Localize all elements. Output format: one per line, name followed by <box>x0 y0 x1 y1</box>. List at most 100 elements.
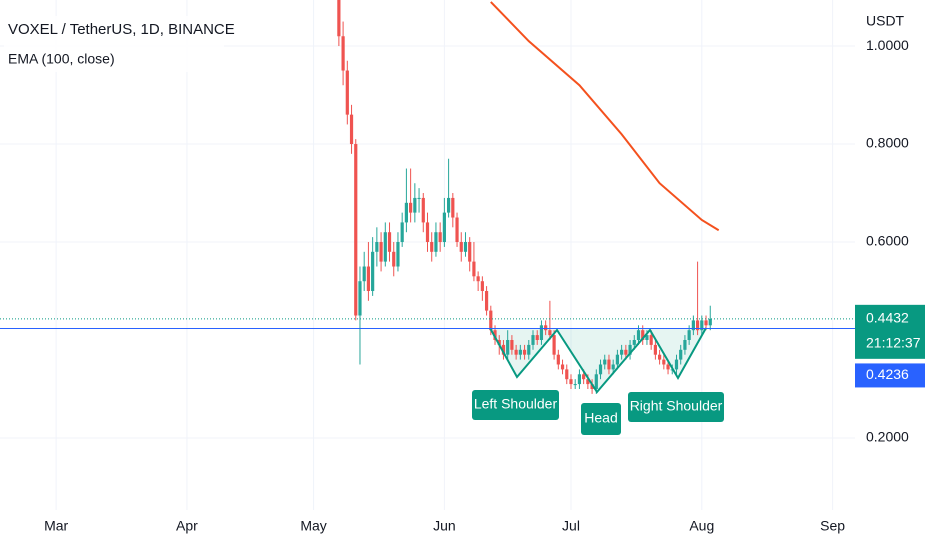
pattern-fill <box>490 328 706 392</box>
candle-body <box>662 359 666 365</box>
candle-body <box>387 232 392 252</box>
candle-body <box>400 222 404 243</box>
annotation-label: Left Shoulder <box>474 396 558 412</box>
candle-body <box>607 359 611 370</box>
y-tick-label: 0.2000 <box>866 429 909 445</box>
candle-body <box>375 242 379 252</box>
candle-body <box>425 222 430 243</box>
candle-body <box>489 310 493 331</box>
candle-body <box>404 202 408 223</box>
candle-body <box>544 325 548 331</box>
candle-body <box>434 232 438 252</box>
candle-body <box>594 374 598 389</box>
legend-bg <box>4 16 224 72</box>
candle-body <box>611 364 615 370</box>
candle-body <box>653 344 657 355</box>
annotation-label: Right Shoulder <box>630 398 723 414</box>
candle-body <box>501 344 506 355</box>
x-tick-label: Mar <box>44 518 68 534</box>
candle-body <box>695 320 700 331</box>
candle-body <box>679 349 683 360</box>
candle-body <box>379 242 383 262</box>
x-tick-label: Jul <box>562 518 580 534</box>
candle-body <box>472 261 476 277</box>
candle-body <box>691 320 695 331</box>
annotation: Left Shoulder Head Right Shoulder <box>472 390 724 435</box>
candle-body <box>354 144 358 316</box>
candle-body <box>598 364 603 375</box>
y-tick-label: 0.6000 <box>866 233 909 249</box>
candle-body <box>636 330 641 340</box>
candle-body <box>438 232 442 243</box>
candle-body <box>392 251 396 267</box>
candle-body <box>704 320 708 326</box>
candle-body <box>484 291 489 311</box>
candle-body <box>615 354 620 365</box>
ema-line <box>490 1 720 232</box>
candle-body <box>708 318 712 326</box>
candle-body <box>476 276 480 282</box>
candle-body <box>383 232 387 262</box>
candle-body <box>510 340 514 350</box>
candle-body <box>641 330 645 340</box>
price-tag <box>855 363 925 388</box>
annotation-label: Head <box>584 410 617 426</box>
candle-body <box>590 384 594 389</box>
price-tag <box>855 304 925 359</box>
x-tick-label: May <box>300 518 326 534</box>
candle-body <box>451 197 455 218</box>
candle-body <box>548 330 552 336</box>
candle-body <box>468 242 472 262</box>
candle-body <box>658 354 662 360</box>
x-tick-label: Sep <box>820 518 845 534</box>
annotation-box <box>581 403 621 435</box>
chart-title: VOXEL / TetherUS, 1D, BINANCE <box>8 21 235 38</box>
annotation-box <box>472 390 559 420</box>
annotation-box <box>628 392 724 422</box>
candle-body <box>463 242 468 252</box>
candle-body <box>577 374 582 385</box>
candle-body <box>518 349 522 355</box>
x-tick-label: Apr <box>176 518 198 534</box>
y-tick-label: 0.8000 <box>866 135 909 151</box>
candle-body <box>409 202 413 213</box>
price-tag-label: 0.4236 <box>866 366 909 382</box>
candle-body <box>620 349 624 355</box>
candle-body <box>396 242 400 267</box>
candle-body <box>527 344 531 355</box>
candle-body <box>586 379 590 385</box>
candle-body <box>683 340 687 350</box>
candle-body <box>632 340 636 345</box>
candle-body <box>522 349 527 355</box>
candle-body <box>366 266 371 292</box>
candle-body <box>506 340 510 355</box>
candle-body <box>645 335 649 340</box>
candle-body <box>603 359 607 365</box>
candle-body <box>421 197 425 223</box>
candle-body <box>442 212 446 243</box>
y-tick-label: 1.0000 <box>866 37 909 53</box>
candle-body <box>569 379 573 385</box>
x-tick-label: Jun <box>433 518 456 534</box>
candle-body <box>430 242 434 252</box>
countdown-label: 21:12:37 <box>866 335 921 351</box>
candle-body <box>565 369 569 380</box>
candle-body <box>674 359 679 370</box>
candle-body <box>539 325 544 340</box>
y-axis-label: USDT <box>866 13 905 29</box>
candle-body <box>687 330 691 340</box>
candle-body <box>556 354 560 365</box>
grid <box>0 0 855 510</box>
candle-body <box>497 340 501 345</box>
candle-body <box>459 242 463 252</box>
candle-body <box>700 320 704 331</box>
candle-body <box>413 197 417 213</box>
pattern-line <box>489 327 707 394</box>
candle-body <box>666 364 670 370</box>
candle-body <box>349 114 354 145</box>
candle-body <box>514 349 518 355</box>
candle-body <box>447 197 451 213</box>
candle-body <box>531 335 535 345</box>
candle-body <box>624 349 628 355</box>
